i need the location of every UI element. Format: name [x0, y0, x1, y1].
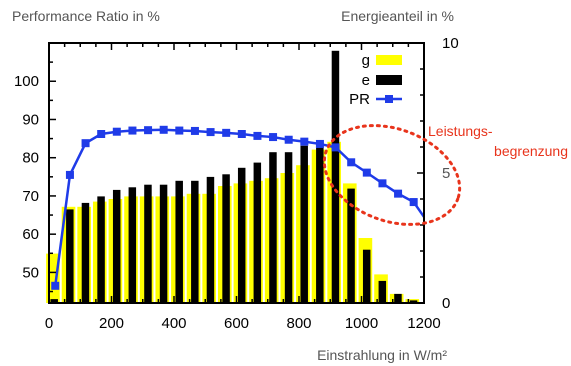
bar-e: [50, 299, 58, 303]
pr-point: [97, 130, 106, 138]
pr-point: [237, 130, 246, 138]
pr-point: [144, 126, 153, 135]
bar-e: [97, 196, 105, 303]
x-tick-label: 1000: [345, 315, 378, 332]
pr-point: [362, 168, 371, 177]
pr-point: [222, 128, 231, 137]
axes-layer: [48, 42, 425, 304]
pr-point: [206, 128, 215, 137]
y-left-tick-label: 100: [14, 73, 39, 90]
bar-e: [300, 145, 308, 303]
bar-e: [112, 189, 121, 303]
y-right-tick-label: 0: [442, 295, 450, 312]
bars-layer: [46, 50, 420, 303]
legend-marker: [385, 95, 393, 103]
x-tick-label: 800: [286, 315, 311, 332]
bar-e: [362, 249, 371, 303]
y-left-tick-label: 80: [22, 150, 39, 167]
bar-e: [331, 50, 340, 303]
bar-e: [206, 176, 215, 303]
pr-point: [269, 133, 278, 142]
legend-label: e: [362, 72, 370, 89]
pr-point: [65, 170, 74, 179]
y-right-tick-label: 10: [442, 35, 459, 52]
pr-point: [284, 135, 293, 144]
bar-e: [66, 209, 74, 303]
bar-e: [378, 280, 387, 303]
pr-point: [409, 198, 418, 207]
x-tick-label: 400: [161, 315, 186, 332]
pr-point: [347, 158, 356, 167]
bar-e: [253, 162, 262, 303]
pr-point: [159, 125, 168, 134]
right-axis-title: Energieanteil in %: [341, 8, 454, 24]
bar-e: [144, 184, 152, 303]
legend: ge PR: [349, 52, 402, 108]
pr-point: [378, 179, 387, 188]
pr-point: [253, 131, 262, 140]
annotation-line1: Leistungs-: [428, 123, 493, 139]
bar-e: [269, 152, 277, 303]
pr-point: [51, 281, 60, 290]
legend-label: PR: [349, 91, 370, 108]
x-tick-label: 1200: [407, 315, 440, 332]
bar-e: [409, 300, 418, 303]
y-left-tick-label: 90: [22, 111, 39, 128]
pr-point: [331, 143, 340, 152]
bar-e: [284, 152, 293, 303]
legend-swatch: [376, 55, 402, 65]
x-tick-label: 0: [45, 315, 53, 332]
y-right-tick-label: 5: [442, 165, 450, 182]
bar-e: [175, 180, 183, 303]
annotation-ellipse: [322, 124, 462, 226]
pr-point: [112, 127, 121, 136]
pr-line-layer: [51, 125, 426, 290]
legend-label: g: [362, 52, 370, 69]
x-tick-label: 600: [224, 315, 249, 332]
bar-e: [222, 174, 230, 303]
annotation-line2: begrenzung: [494, 143, 568, 159]
bar-e: [128, 187, 137, 303]
legend-swatch: [376, 75, 402, 85]
pr-point: [175, 126, 184, 135]
pr-point: [300, 137, 309, 146]
bar-e: [191, 180, 199, 303]
pr-point: [190, 126, 199, 135]
bar-e: [81, 202, 90, 303]
pr-point: [81, 139, 90, 148]
pr-point: [315, 139, 324, 148]
left-axis-title: Performance Ratio in %: [12, 8, 160, 24]
bar-e: [347, 188, 355, 303]
y-left-tick-label: 60: [22, 226, 39, 243]
bar-e: [159, 184, 168, 303]
x-tick-label: 200: [99, 315, 124, 332]
bar-e: [237, 167, 246, 303]
x-axis-title: Einstrahlung in W/m²: [317, 347, 447, 363]
y-left-tick-label: 70: [22, 188, 39, 205]
bar-e: [316, 141, 324, 303]
pr-point: [394, 189, 403, 198]
pr-point: [128, 126, 137, 135]
bar-e: [394, 293, 402, 303]
y-left-tick-label: 50: [22, 264, 39, 281]
